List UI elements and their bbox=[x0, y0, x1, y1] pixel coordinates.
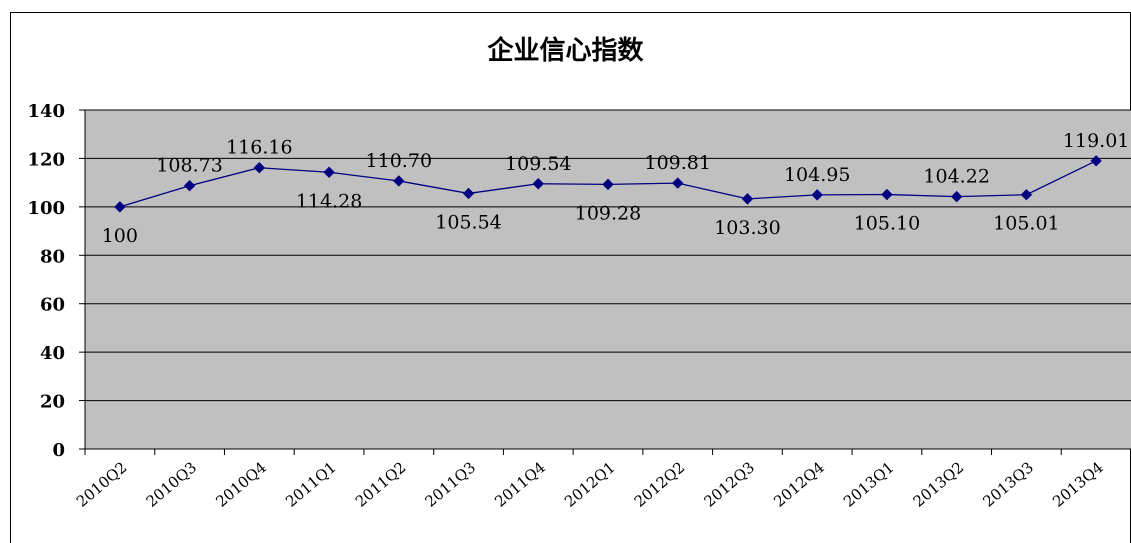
x-tick-label: 2012Q3 bbox=[700, 458, 758, 510]
series-markers bbox=[114, 155, 1102, 213]
data-point-marker bbox=[811, 189, 823, 201]
data-point-marker bbox=[253, 162, 266, 174]
y-tick-label: 120 bbox=[27, 149, 65, 170]
data-label: 114.28 bbox=[296, 190, 362, 212]
data-point-marker bbox=[532, 178, 544, 190]
data-label: 110.70 bbox=[366, 150, 432, 172]
data-label: 105.54 bbox=[435, 211, 501, 233]
data-label: 105.10 bbox=[854, 213, 920, 235]
data-label: 104.95 bbox=[784, 164, 850, 186]
x-tick-label: 2011Q3 bbox=[422, 458, 480, 510]
y-tick-label: 0 bbox=[52, 440, 65, 461]
y-tick-label: 60 bbox=[40, 295, 65, 316]
gridlines bbox=[85, 109, 1131, 402]
data-point-marker bbox=[462, 187, 475, 200]
data-point-marker bbox=[1020, 189, 1033, 201]
x-tick-label: 2012Q4 bbox=[770, 458, 828, 510]
x-tick-label: 2010Q3 bbox=[143, 458, 201, 510]
data-label: 103.30 bbox=[714, 217, 780, 239]
x-tick-label: 2013Q3 bbox=[979, 458, 1037, 510]
data-point-marker bbox=[323, 166, 335, 178]
data-label: 119.01 bbox=[1063, 130, 1129, 152]
chart-title: 企业信心指数 bbox=[487, 36, 644, 66]
data-label: 109.28 bbox=[575, 202, 641, 224]
data-point-marker bbox=[183, 180, 196, 192]
plot-area bbox=[85, 110, 1131, 449]
x-tick-label: 2013Q2 bbox=[910, 458, 968, 510]
data-label: 116.16 bbox=[226, 137, 292, 159]
y-tick-label: 80 bbox=[40, 246, 65, 267]
x-tick-label: 2011Q4 bbox=[491, 458, 549, 510]
x-tick-label: 2013Q1 bbox=[840, 458, 898, 510]
data-label: 105.01 bbox=[993, 213, 1059, 235]
y-tick-label: 20 bbox=[40, 392, 65, 413]
data-point-marker bbox=[741, 193, 754, 205]
data-label: 109.54 bbox=[505, 153, 571, 175]
x-tick-label: 2010Q2 bbox=[73, 458, 131, 510]
data-point-marker bbox=[881, 188, 893, 201]
data-point-marker bbox=[950, 190, 963, 203]
x-tick-label: 2012Q2 bbox=[631, 458, 689, 510]
plot-background bbox=[85, 110, 1131, 449]
data-label: 109.81 bbox=[644, 152, 710, 174]
y-tick-label: 100 bbox=[27, 198, 65, 219]
x-tick-label: 2013Q4 bbox=[1049, 458, 1107, 510]
x-tick-label: 2011Q2 bbox=[352, 458, 410, 510]
x-tick-label: 2012Q1 bbox=[561, 458, 619, 510]
data-point-marker bbox=[114, 201, 126, 213]
data-point-marker bbox=[602, 178, 614, 191]
y-tick-label: 140 bbox=[27, 101, 65, 122]
data-label: 108.73 bbox=[156, 155, 222, 177]
data-point-marker bbox=[672, 177, 684, 189]
data-label: 104.22 bbox=[923, 166, 989, 188]
data-label: 100 bbox=[102, 225, 138, 247]
x-axis: 2010Q2 2010Q3 2010Q4 2011Q1 2011Q2 2011Q3 2011… bbox=[73, 448, 1131, 511]
y-axis: 0 20 40 60 80 100 120 140 bbox=[27, 101, 86, 461]
x-tick-label: 2011Q1 bbox=[282, 458, 340, 510]
data-point-marker bbox=[1090, 155, 1102, 167]
data-point-marker bbox=[393, 175, 405, 187]
y-tick-label: 40 bbox=[40, 343, 65, 364]
x-tick-label: 2010Q4 bbox=[212, 458, 270, 510]
